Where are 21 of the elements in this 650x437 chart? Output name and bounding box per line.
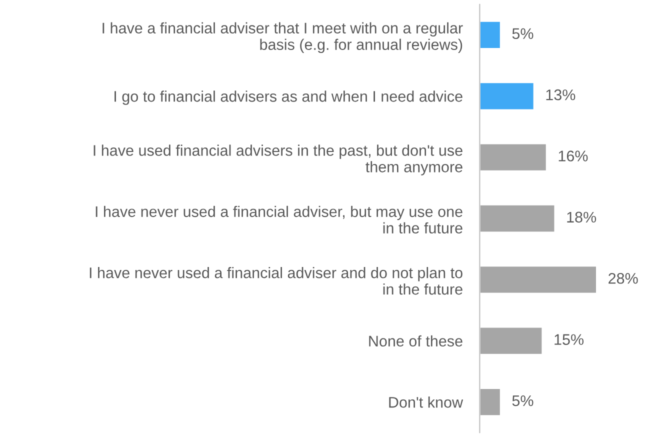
bar	[480, 20, 502, 50]
y-tick-label: I have never used a financial adviser and do not plan to in the future	[90, 267, 462, 295]
bar	[480, 326, 544, 356]
y-tick-label: Don't know	[389, 396, 464, 408]
y-tick-label: I have a financial adviser that I meet with on a regular basis (e.g. for annual reviews)	[102, 22, 463, 53]
y-tick-label: None of these	[369, 335, 462, 347]
data-label: 15%	[554, 334, 584, 345]
bar	[480, 265, 598, 294]
data-label: 13%	[546, 89, 576, 100]
data-label: 28%	[608, 272, 638, 284]
data-label: 5%	[512, 28, 534, 40]
bar	[480, 82, 535, 111]
data-label: 5%	[512, 395, 534, 406]
y-tick-label: I go to financial advisers as and when I need advice	[114, 90, 462, 105]
data-label: 16%	[558, 150, 588, 162]
y-tick-label: I have used financial advisers in the past, but don't use them anymore	[94, 144, 462, 176]
bar	[480, 388, 502, 416]
bar	[480, 204, 556, 233]
bar	[480, 142, 548, 172]
data-label: 18%	[567, 212, 596, 223]
y-tick-label: I have never used a financial adviser, but may use one in the future	[96, 206, 462, 234]
